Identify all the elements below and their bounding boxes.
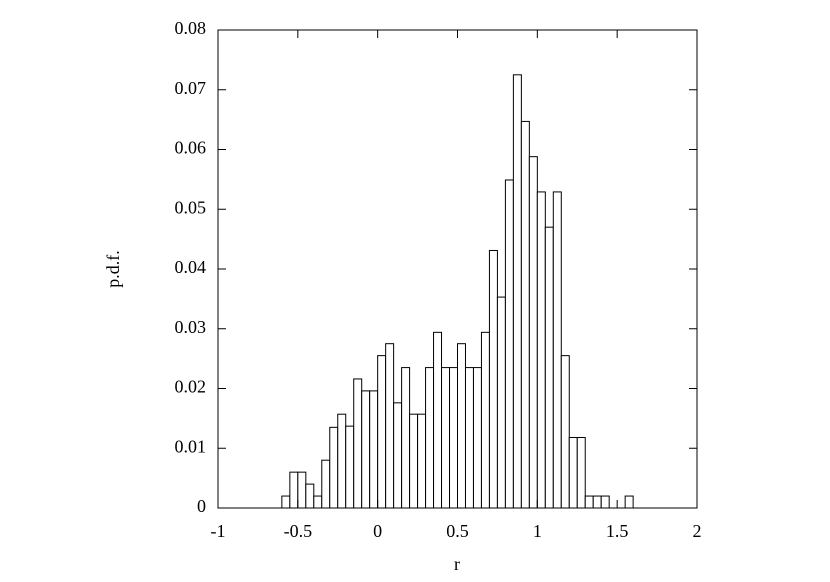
bar [560,355,570,509]
bar [417,413,427,509]
bar [369,390,379,509]
bar [576,436,586,509]
bar [313,495,323,509]
bar [401,367,411,509]
bar [385,343,395,509]
x-tick-label: 1 [533,521,542,541]
bar [544,226,554,509]
y-tick-label: 0.06 [175,138,207,158]
x-tick-label: 0 [373,521,382,541]
bar [449,367,458,509]
bar [289,471,299,509]
bar [281,495,291,509]
bar [480,331,490,509]
bar [393,402,403,509]
bar [488,249,498,509]
x-tick-label: -1 [211,521,226,541]
bar [592,495,602,509]
bar [361,390,371,509]
bar [377,355,387,509]
x-axis-label: r [454,554,460,574]
bar [600,495,610,509]
bar [528,156,538,509]
bar [457,343,466,509]
bar [504,179,514,509]
x-tick-label: 1.5 [606,521,629,541]
y-tick-label: 0 [197,496,206,516]
x-tick-label: 2 [693,521,702,541]
y-axis-label: p.d.f. [103,250,123,288]
bar [624,495,634,509]
y-tick-label: 0.07 [175,78,207,98]
x-tick-label: -0.5 [284,521,313,541]
bar [568,436,578,509]
y-tick-label: 0.05 [175,197,207,217]
bar [441,367,451,509]
y-tick-label: 0.04 [175,257,207,277]
bar [329,426,339,509]
bar [464,367,474,509]
bar [321,459,331,509]
bar [425,367,435,509]
bar [536,191,546,509]
bar [305,483,315,509]
bar [345,425,355,509]
y-tick-label: 0.01 [175,436,207,456]
bar [337,413,347,509]
bar [520,120,530,509]
bar [496,296,506,509]
bar [584,495,594,509]
bar [512,74,522,509]
bar [353,378,363,509]
x-tick-label: 0.5 [446,521,469,541]
bar [472,367,482,509]
y-tick-label: 0.08 [175,18,207,38]
y-tick-label: 0.02 [175,377,207,397]
bar [297,471,307,509]
bar [552,191,562,509]
bar [409,413,419,509]
y-tick-label: 0.03 [175,317,207,337]
bar [433,331,443,509]
